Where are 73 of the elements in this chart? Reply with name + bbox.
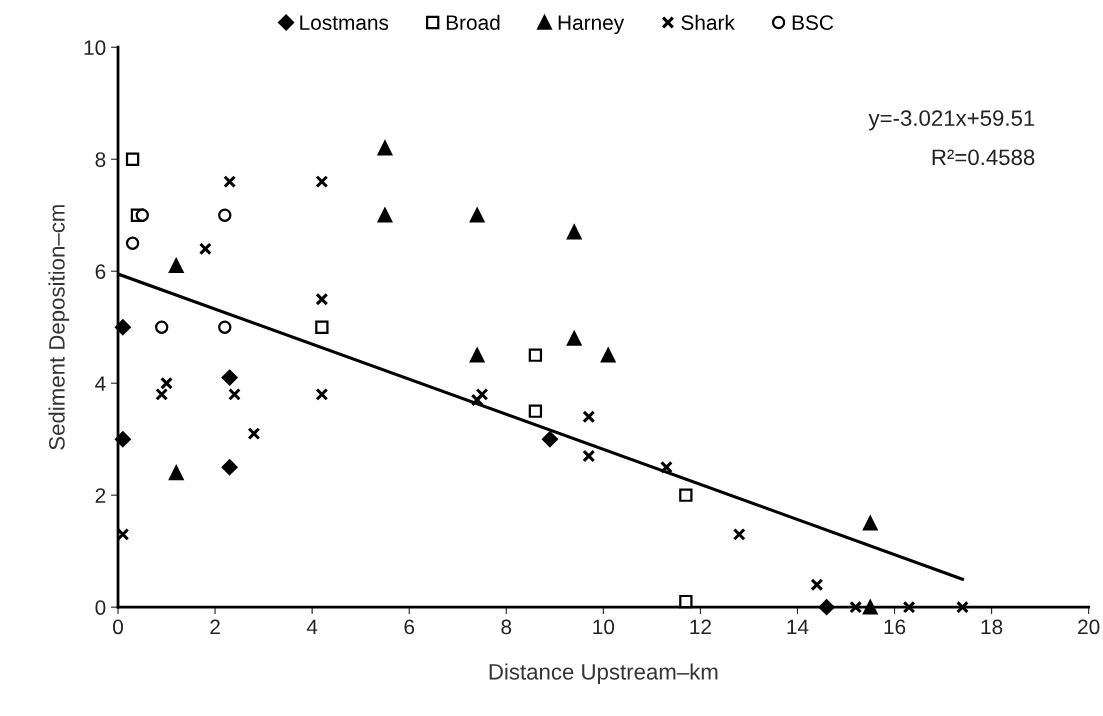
annotation: y=-3.021x+59.51 xyxy=(868,110,1035,131)
point xyxy=(582,449,596,463)
point xyxy=(810,578,824,592)
point xyxy=(679,594,693,609)
y-tick-label: 4 xyxy=(95,376,106,391)
point xyxy=(114,319,131,336)
y-tick-label: 0 xyxy=(95,600,106,615)
x-tick-label: 8 xyxy=(501,619,512,635)
y-tick-label: 8 xyxy=(95,152,106,167)
point xyxy=(160,376,173,390)
x-tick-label: 0 xyxy=(113,619,123,635)
point xyxy=(566,224,582,240)
point xyxy=(541,431,558,448)
x-axis-title: Distance Upstream–km xyxy=(489,663,718,685)
point xyxy=(600,347,616,363)
point xyxy=(582,410,596,424)
y-tick-label: 6 xyxy=(95,264,106,279)
point xyxy=(218,320,232,334)
point xyxy=(902,600,916,614)
point xyxy=(732,527,746,541)
y-tick-label: 2 xyxy=(95,488,106,503)
point xyxy=(470,393,484,407)
x-tick-label: 4 xyxy=(306,619,318,635)
point xyxy=(528,348,543,362)
point xyxy=(818,599,835,616)
point xyxy=(469,347,485,363)
point xyxy=(528,404,543,418)
point xyxy=(377,207,393,223)
point xyxy=(862,515,878,531)
point xyxy=(125,236,140,250)
point xyxy=(135,208,149,222)
legend-label: Shark xyxy=(681,14,735,30)
point xyxy=(247,427,261,440)
point xyxy=(475,388,489,401)
point xyxy=(849,600,863,614)
x-tick-label: 12 xyxy=(690,619,711,635)
point xyxy=(155,320,169,334)
point xyxy=(315,388,329,401)
point xyxy=(168,465,184,481)
x-tick-label: 6 xyxy=(404,619,415,635)
point xyxy=(198,242,212,256)
legend-label: BSC xyxy=(792,15,834,30)
point xyxy=(315,292,329,306)
point xyxy=(228,388,241,401)
x-tick-label: 18 xyxy=(981,619,1003,635)
point xyxy=(862,599,878,615)
point xyxy=(377,140,393,156)
point xyxy=(660,460,673,474)
x-tick-label: 2 xyxy=(210,619,220,635)
y-axis-title: Sediment Deposition–cm xyxy=(48,205,70,450)
x-tick-label: 14 xyxy=(787,619,809,635)
x-tick-label: 10 xyxy=(593,619,615,635)
point xyxy=(679,488,693,502)
point xyxy=(221,459,238,476)
legend-label: Harney xyxy=(558,15,625,35)
point xyxy=(469,207,485,223)
point xyxy=(315,175,329,189)
point xyxy=(221,369,238,386)
point xyxy=(114,431,131,448)
point xyxy=(168,258,184,273)
point xyxy=(566,331,582,346)
point xyxy=(218,208,232,222)
point xyxy=(125,152,140,166)
point xyxy=(956,600,969,614)
legend-label: Lostmans xyxy=(300,15,389,30)
x-tick-label: 20 xyxy=(1078,619,1100,635)
annotation: R²=0.4588 xyxy=(932,149,1035,166)
legend-label: Broad xyxy=(446,14,500,30)
point xyxy=(223,175,237,189)
point xyxy=(315,320,329,334)
x-tick-label: 16 xyxy=(884,619,906,635)
y-tick-label: 10 xyxy=(84,40,106,56)
point xyxy=(155,388,169,401)
